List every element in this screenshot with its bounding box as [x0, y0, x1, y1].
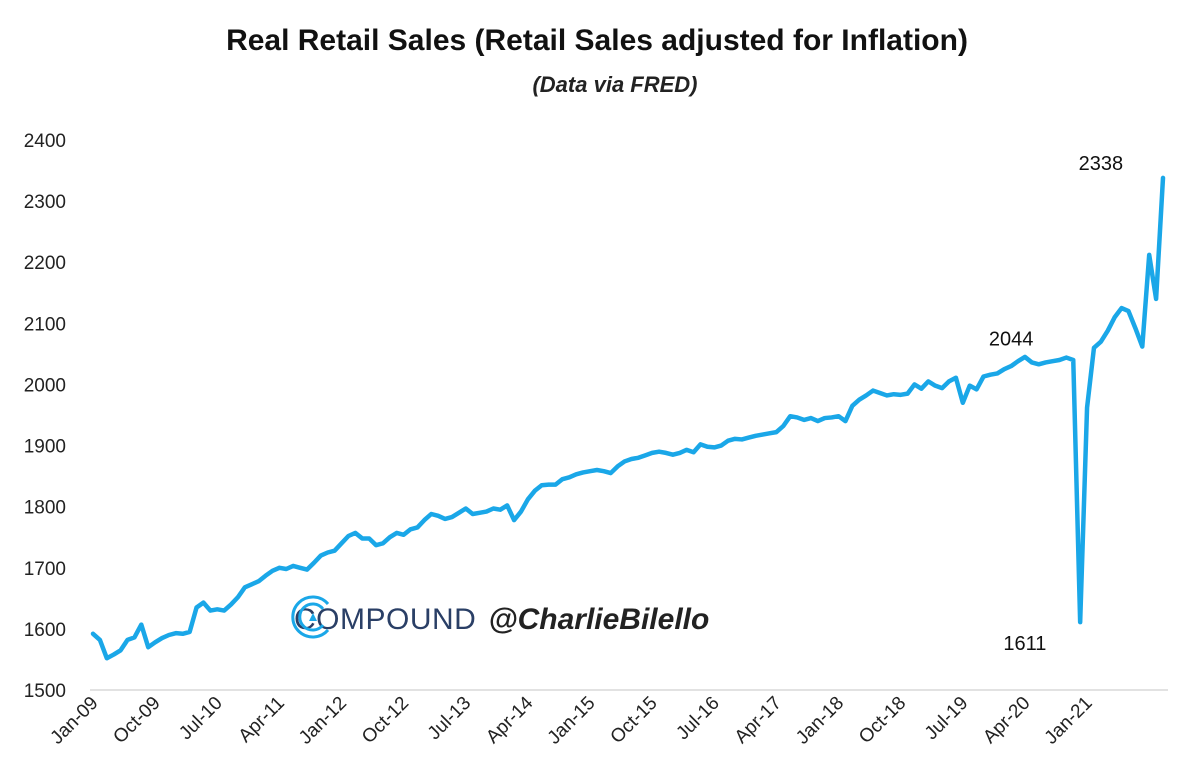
- watermark-handle: @CharlieBilello: [488, 603, 710, 636]
- watermark-brand: COMPOUND: [294, 603, 477, 636]
- x-tick-label: Jul-10: [175, 693, 226, 744]
- x-tick-label: Apr-14: [482, 692, 537, 747]
- x-tick-label: Apr-11: [235, 693, 289, 747]
- y-tick-label: 1500: [24, 681, 66, 702]
- x-tick-label: Apr-17: [731, 693, 786, 748]
- chart-title: Real Retail Sales (Retail Sales adjusted…: [226, 24, 968, 57]
- series-line: [90, 175, 1166, 661]
- y-tick-label: 1800: [24, 498, 66, 519]
- x-tick-label: Oct-09: [109, 693, 164, 748]
- x-tick-label: Jul-19: [921, 693, 972, 744]
- x-tick-label: Jan-15: [544, 693, 600, 749]
- y-tick-label: 1700: [24, 559, 66, 580]
- compound-logo-icon: [291, 595, 330, 639]
- x-tick-label: Apr-20: [979, 693, 1034, 748]
- watermark: COMPOUND @CharlieBilello: [288, 592, 709, 648]
- x-tick-label: Oct-18: [855, 693, 910, 748]
- x-tick-label: Jul-16: [672, 693, 723, 744]
- x-tick-label: Jan-18: [792, 693, 848, 749]
- y-tick-label: 2300: [24, 192, 66, 213]
- x-tick-label: Jan-12: [295, 693, 351, 749]
- y-tick-label: 1900: [24, 437, 66, 458]
- y-tick-label: 2000: [24, 375, 66, 396]
- y-tick-label: 1600: [24, 620, 66, 641]
- x-axis: Jan-09 Oct-09 Jul-10 Apr-11 Jan-12 Oct-12 Jul-…: [47, 692, 1097, 748]
- data-label: 1611: [1003, 633, 1046, 655]
- annotations: 2044 1611 2338: [989, 153, 1123, 655]
- x-tick-label: Jul-13: [424, 693, 475, 744]
- data-label: 2044: [989, 329, 1034, 351]
- data-label: 2338: [1079, 153, 1124, 175]
- x-tick-label: Oct-15: [607, 693, 662, 748]
- y-tick-label: 2200: [24, 253, 66, 274]
- y-tick-label: 2400: [24, 131, 66, 152]
- x-tick-label: Oct-12: [358, 693, 413, 748]
- y-axis: 1500 1600 1700 1800 1900 2000 2100 2200 2300 2400: [24, 131, 66, 702]
- chart-subtitle: (Data via FRED): [532, 72, 698, 97]
- y-tick-label: 2100: [24, 314, 66, 335]
- x-tick-label: Jan-21: [1041, 693, 1097, 749]
